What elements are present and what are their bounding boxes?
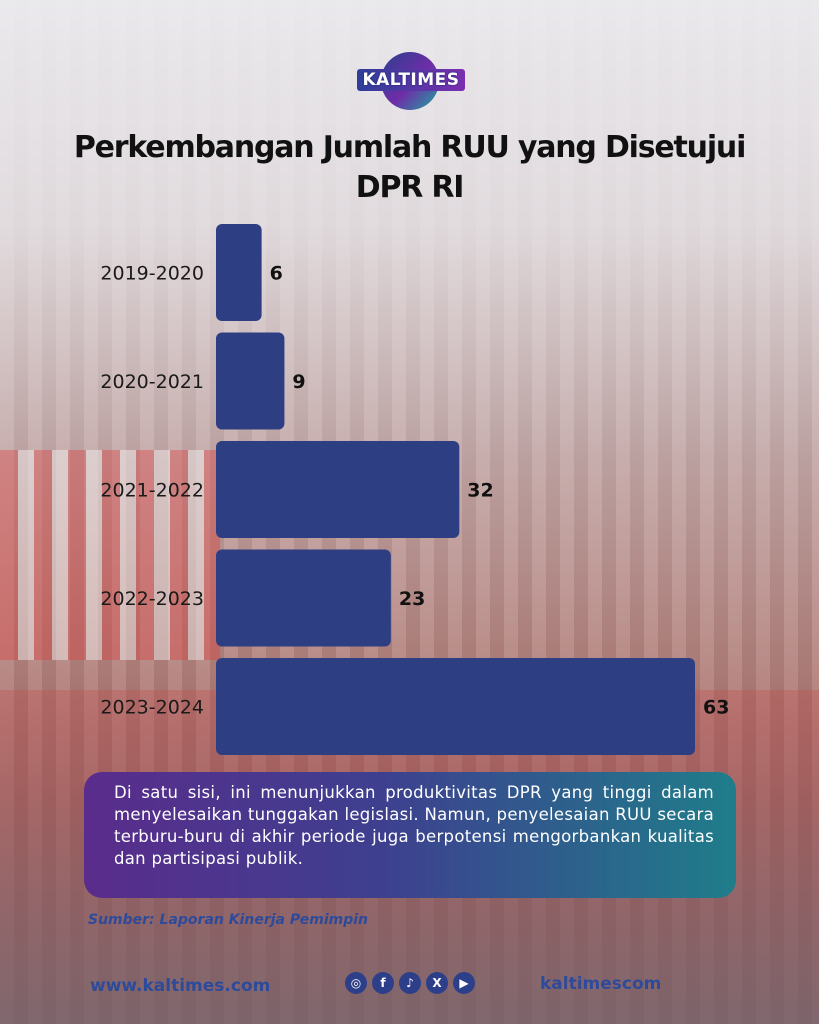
value-label-2021-2022: 32	[467, 480, 493, 502]
tiktok-icon[interactable]: ♪	[399, 972, 421, 994]
chart-title: Perkembangan Jumlah RUU yang Disetujui D…	[40, 128, 779, 208]
callout-text: Di satu sisi, ini menunjukkan produktivi…	[114, 783, 714, 868]
category-label-2022-2023: 2022-2023	[100, 588, 204, 610]
x-icon[interactable]: X	[426, 972, 448, 994]
bar-2020-2021	[216, 332, 285, 430]
social-handle: kaltimescom	[540, 974, 662, 994]
chart-title-line-1: Perkembangan Jumlah RUU yang Disetujui	[73, 130, 747, 165]
category-label-2019-2020: 2019-2020	[100, 263, 204, 285]
value-label-2019-2020: 6	[270, 263, 283, 285]
insight-callout: Di satu sisi, ini menunjukkan produktivi…	[84, 772, 736, 898]
facebook-icon[interactable]: f	[372, 972, 394, 994]
bar-2021-2022	[216, 441, 460, 538]
value-label-2022-2023: 23	[399, 588, 425, 610]
value-label-2020-2021: 9	[292, 371, 305, 393]
youtube-icon[interactable]: ▶	[453, 972, 475, 994]
category-label-2023-2024: 2023-2024	[100, 697, 204, 719]
value-label-2023-2024: 63	[703, 697, 729, 719]
chart-title-line-2: DPR RI	[355, 170, 465, 205]
source-note: Sumber: Laporan Kinerja Pemimpin	[88, 912, 369, 928]
background-flags	[0, 450, 220, 660]
kaltimes-logo: KALTIMES	[355, 52, 467, 110]
instagram-icon[interactable]: ◎	[345, 972, 367, 994]
category-label-2021-2022: 2021-2022	[100, 480, 204, 502]
category-label-2020-2021: 2020-2021	[100, 371, 204, 393]
bar-2023-2024	[216, 658, 695, 755]
logo-text: KALTIMES	[357, 69, 465, 91]
bar-2019-2020	[216, 224, 262, 321]
website-link[interactable]: www.kaltimes.com	[90, 976, 271, 996]
social-icons: ◎ f ♪ X ▶	[345, 972, 475, 994]
bar-2022-2023	[216, 549, 391, 647]
